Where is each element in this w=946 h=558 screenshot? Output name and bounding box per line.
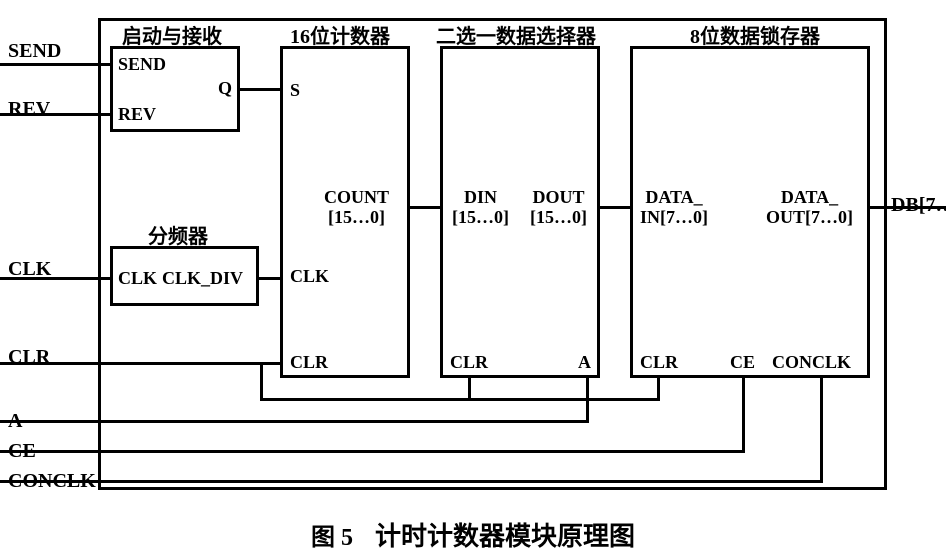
caption-prefix: 图 5: [311, 525, 353, 551]
wire-clk: [0, 277, 110, 280]
wire-count-din: [410, 206, 440, 209]
block-title-counter: 16位计数器: [290, 20, 390, 49]
ext-port-rev: REV: [8, 98, 50, 121]
port-q: Q: [218, 78, 232, 99]
wire-ce-h: [0, 450, 742, 453]
block-title-latch: 8位数据锁存器: [690, 20, 820, 49]
wire-clr-mux: [468, 378, 471, 400]
port-counter-count: COUNT [15…0]: [324, 188, 389, 228]
port-mux-din: DIN [15…0]: [452, 188, 509, 228]
wire-send: [0, 63, 110, 66]
wire-ce-v: [742, 378, 745, 453]
ext-port-clr: CLR: [8, 346, 50, 369]
wire-dout-datain: [600, 206, 630, 209]
port-mux-clr: CLR: [450, 352, 488, 373]
wire-dataout-db: [870, 206, 946, 209]
port-mux-a: A: [578, 352, 591, 373]
port-latch-clr: CLR: [640, 352, 678, 373]
block-title-divider: 分频器: [148, 220, 208, 249]
port-rev: REV: [118, 104, 156, 125]
wire-q-s: [240, 88, 280, 91]
port-div-clkdiv: CLK_DIV: [162, 268, 243, 289]
block-title-start-recv: 启动与接收: [122, 20, 222, 49]
port-mux-dout: DOUT [15…0]: [530, 188, 587, 228]
wire-clr-latch: [657, 378, 660, 400]
wire-conclk-h: [0, 480, 820, 483]
port-counter-s: S: [290, 80, 300, 101]
port-counter-clr: CLR: [290, 352, 328, 373]
figure-caption: 图 5 计时计数器模块原理图: [0, 516, 946, 553]
wire-conclk-v: [820, 378, 823, 483]
block-title-mux: 二选一数据选择器: [436, 20, 596, 49]
caption-text: 计时计数器模块原理图: [375, 521, 635, 551]
port-latch-din: DATA_ IN[7…0]: [640, 188, 708, 228]
wire-clr-bus: [260, 398, 660, 401]
port-counter-clk: CLK: [290, 266, 329, 287]
port-latch-ce: CE: [730, 352, 755, 373]
wire-a-h: [0, 420, 586, 423]
port-latch-dout: DATA_ OUT[7…0]: [766, 188, 853, 228]
wire-clr-drop: [260, 362, 263, 401]
port-latch-conclk: CONCLK: [772, 352, 851, 373]
wire-clr: [0, 362, 280, 365]
wire-clkdiv-clk: [259, 277, 280, 280]
port-send: SEND: [118, 54, 166, 75]
wire-rev: [0, 113, 110, 116]
ext-port-send: SEND: [8, 40, 61, 63]
port-div-clk: CLK: [118, 268, 157, 289]
